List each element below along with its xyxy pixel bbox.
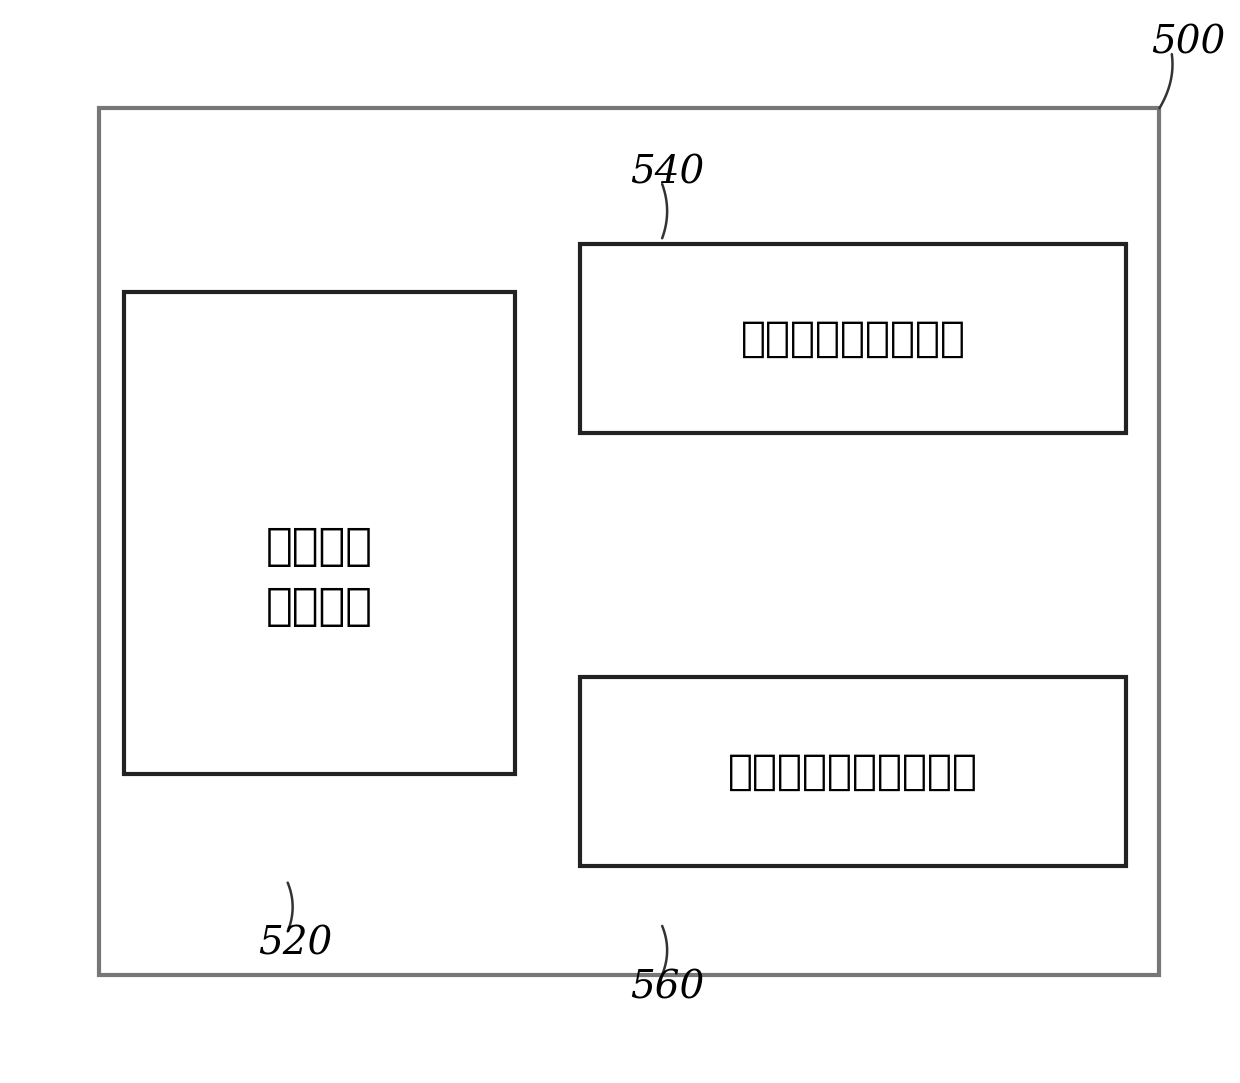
- Text: 辅助电池电流控制器: 辅助电池电流控制器: [740, 317, 966, 360]
- Bar: [99, 108, 1159, 975]
- Bar: [580, 677, 1126, 866]
- Text: 500: 500: [1151, 25, 1225, 62]
- Text: 命令电压映射存储单元: 命令电压映射存储单元: [728, 751, 978, 793]
- Text: 520: 520: [258, 926, 332, 963]
- Bar: [580, 244, 1126, 433]
- Text: 560: 560: [630, 969, 704, 1006]
- Bar: [124, 292, 515, 774]
- Text: 控制模式
选择单元: 控制模式 选择单元: [265, 525, 373, 628]
- Text: 540: 540: [630, 155, 704, 192]
